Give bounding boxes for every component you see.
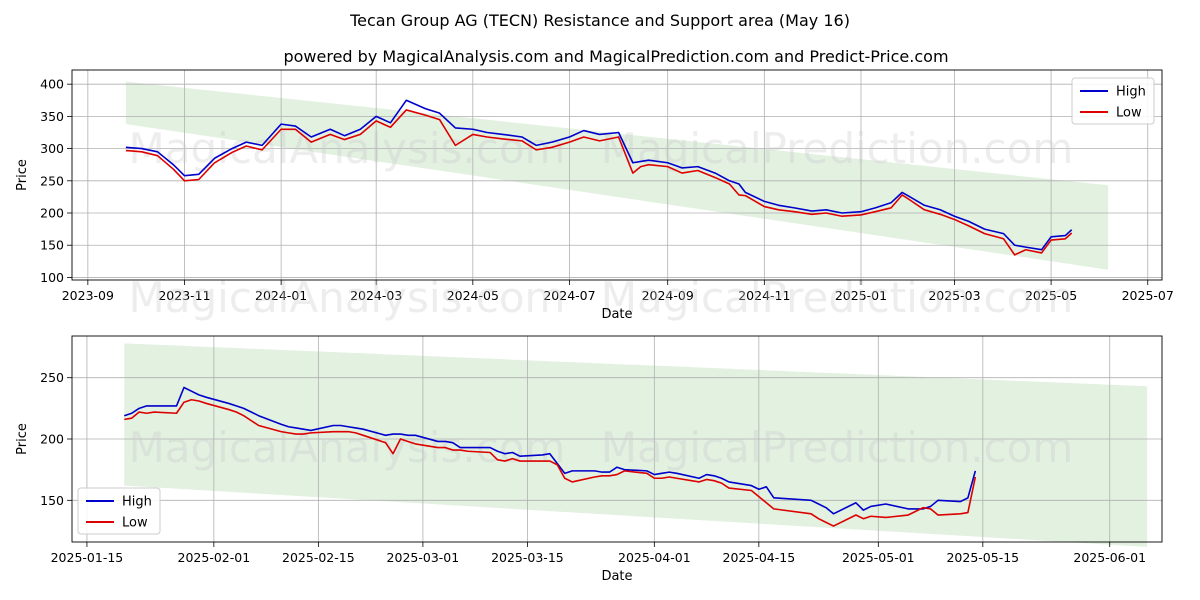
y-tick-label: 200 bbox=[40, 206, 64, 221]
x-tick-label: 2024-05 bbox=[447, 288, 499, 303]
resistance-support-band bbox=[124, 343, 1148, 547]
x-tick-label: 2025-03-01 bbox=[387, 550, 460, 565]
x-tick-label: 2025-05-15 bbox=[946, 550, 1019, 565]
x-tick-label: 2025-01-15 bbox=[51, 550, 124, 565]
legend-label-low: Low bbox=[1116, 106, 1142, 121]
y-tick-label: 200 bbox=[40, 432, 64, 447]
y-tick-label: 250 bbox=[40, 173, 64, 188]
y-tick-label: 300 bbox=[40, 141, 64, 156]
watermark-analysis: MagicalAnalysis.com bbox=[129, 423, 566, 472]
legend-label-high: High bbox=[1116, 85, 1146, 100]
x-tick-label: 2025-02-01 bbox=[178, 550, 251, 565]
legend: High Low bbox=[1071, 77, 1155, 125]
series-line-high bbox=[125, 99, 1073, 251]
y-axis-label: Price bbox=[15, 159, 30, 191]
x-tick-label: 2025-02-15 bbox=[282, 550, 355, 565]
y-tick-label: 150 bbox=[40, 238, 64, 253]
top-panel: 2023-09 2023-11 2024-01 2024-03 2024-05 2024-… bbox=[15, 69, 1174, 322]
chart-subtitle: powered by MagicalAnalysis.com and Magic… bbox=[283, 47, 948, 66]
x-tick-label: 2024-11 bbox=[738, 288, 790, 303]
y-tick-label: 400 bbox=[40, 77, 64, 92]
x-tick-label: 2025-05 bbox=[1025, 288, 1077, 303]
plot-frame bbox=[71, 69, 1163, 281]
chart-title: Tecan Group AG (TECN) Resistance and Sup… bbox=[349, 11, 850, 30]
y-tick-label: 100 bbox=[40, 270, 64, 285]
x-tick-label: 2025-03-15 bbox=[491, 550, 564, 565]
x-tick-label: 2025-07 bbox=[1122, 288, 1174, 303]
x-tick-label: 2024-09 bbox=[642, 288, 694, 303]
x-tick-label: 2025-05-01 bbox=[842, 550, 915, 565]
x-tick-label: 2025-04-15 bbox=[723, 550, 796, 565]
x-tick-label: 2023-11 bbox=[158, 288, 210, 303]
x-axis-label: Date bbox=[601, 307, 632, 322]
series-line-low bbox=[124, 398, 977, 527]
x-tick-label: 2024-03 bbox=[350, 288, 402, 303]
y-tick-label: 350 bbox=[40, 109, 64, 124]
watermark-prediction: MagicalPrediction.com bbox=[601, 273, 1074, 322]
watermark-analysis: MagicalAnalysis.com bbox=[129, 273, 566, 322]
legend-label-low: Low bbox=[122, 516, 148, 531]
x-tick-label: 2024-01 bbox=[255, 288, 307, 303]
watermark-prediction: MagicalPrediction.com bbox=[601, 423, 1074, 472]
x-tick-label: 2023-09 bbox=[62, 288, 114, 303]
series-line-high bbox=[124, 386, 977, 515]
legend-label-high: High bbox=[122, 495, 152, 510]
x-tick-label: 2025-04-01 bbox=[618, 550, 691, 565]
x-tick-label: 2025-06-01 bbox=[1073, 550, 1146, 565]
resistance-support-band bbox=[125, 81, 1109, 270]
y-axis-label: Price bbox=[15, 423, 30, 455]
x-axis-label: Date bbox=[601, 569, 632, 584]
plot-frame bbox=[71, 335, 1163, 543]
legend: High Low bbox=[77, 487, 161, 535]
bottom-panel: 2025-01-15 2025-02-01 2025-02-15 2025-03-01… bbox=[15, 335, 1163, 584]
watermark-analysis: MagicalAnalysis.com bbox=[129, 124, 566, 173]
x-tick-label: 2025-03 bbox=[928, 288, 980, 303]
series-line-low bbox=[125, 109, 1073, 256]
y-tick-label: 250 bbox=[40, 370, 64, 385]
x-tick-label: 2025-01 bbox=[835, 288, 887, 303]
watermark-prediction: MagicalPrediction.com bbox=[601, 124, 1074, 173]
y-tick-label: 150 bbox=[40, 493, 64, 508]
x-tick-label: 2024-07 bbox=[543, 288, 595, 303]
